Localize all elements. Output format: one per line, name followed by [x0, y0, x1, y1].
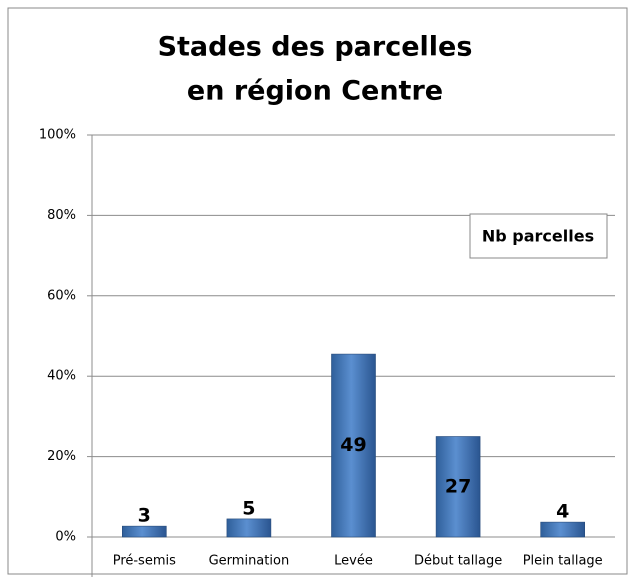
bar — [122, 525, 167, 538]
legend-box — [469, 213, 608, 259]
chart-title: en région Centre — [187, 76, 443, 107]
data-label: 49 — [340, 434, 366, 456]
chart-frame — [7, 7, 628, 575]
x-tick-label: Germination — [209, 554, 290, 569]
data-label: 4 — [556, 501, 569, 523]
y-tick-label: 20% — [47, 449, 76, 464]
x-tick-label: Début tallage — [414, 554, 502, 569]
y-tick-label: 80% — [47, 208, 76, 223]
x-tick-label: Plein tallage — [523, 554, 603, 569]
legend: Nb parcelles — [469, 213, 608, 259]
data-label: 5 — [242, 497, 255, 519]
y-tick-label: 60% — [47, 288, 76, 303]
y-tick-label: 0% — [55, 530, 76, 545]
x-tick-label: Pré-semis — [113, 554, 176, 569]
x-tick-label: Levée — [334, 554, 373, 569]
legend-label: Nb parcelles — [482, 227, 594, 246]
chart-title: Stades des parcelles — [158, 32, 473, 63]
data-label: 27 — [445, 475, 471, 497]
y-tick-label: 100% — [39, 128, 76, 143]
bar — [331, 353, 376, 538]
bar — [226, 518, 272, 538]
bar — [540, 521, 586, 538]
bar — [435, 436, 481, 538]
y-tick-label: 40% — [47, 369, 76, 384]
data-label: 3 — [138, 505, 151, 527]
